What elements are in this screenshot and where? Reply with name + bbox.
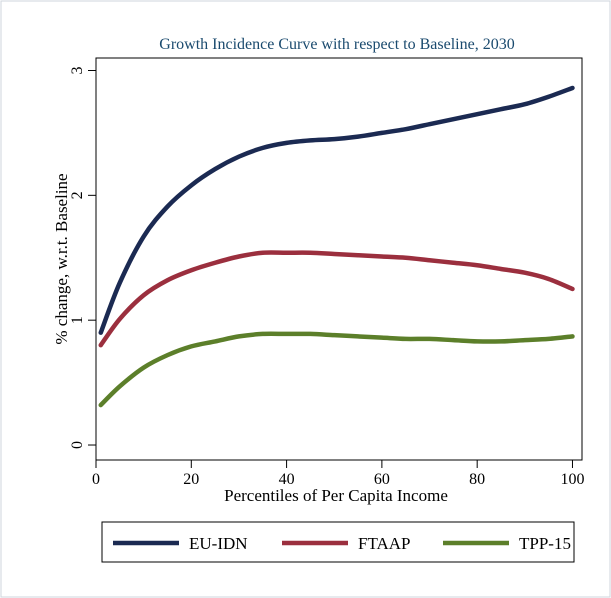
plot-frame xyxy=(95,57,583,461)
y-tick-label: 1 xyxy=(69,316,86,324)
legend-label-tpp-15: TPP-15 xyxy=(519,534,571,553)
x-axis: 0 20 40 60 80 100 xyxy=(92,460,584,488)
x-tick-label: 100 xyxy=(560,471,584,488)
x-axis-label: Percentiles of Per Capita Income xyxy=(224,486,448,505)
legend: EU-IDN FTAAP TPP-15 xyxy=(113,534,571,553)
x-tick-label: 60 xyxy=(374,471,390,488)
chart-title: Growth Incidence Curve with respect to B… xyxy=(159,36,514,53)
series-line-ftaap xyxy=(98,250,575,348)
series-line-tpp-15 xyxy=(98,331,575,408)
legend-label-eu-idn: EU-IDN xyxy=(189,534,248,553)
x-tick-label: 40 xyxy=(279,471,295,488)
y-tick-label: 2 xyxy=(69,191,86,199)
x-tick-label: 20 xyxy=(183,471,199,488)
y-tick-label: 0 xyxy=(69,441,86,449)
x-tick-label: 80 xyxy=(469,471,485,488)
legend-label-ftaap: FTAAP xyxy=(358,534,411,553)
series-line-eu-idn xyxy=(98,85,575,335)
x-tick-label: 0 xyxy=(92,471,100,488)
y-axis: 0 1 2 3 xyxy=(69,66,96,449)
series-lines xyxy=(98,85,575,408)
y-axis-label: % change, w.r.t. Baseline xyxy=(52,173,71,344)
y-tick-label: 3 xyxy=(69,66,86,74)
